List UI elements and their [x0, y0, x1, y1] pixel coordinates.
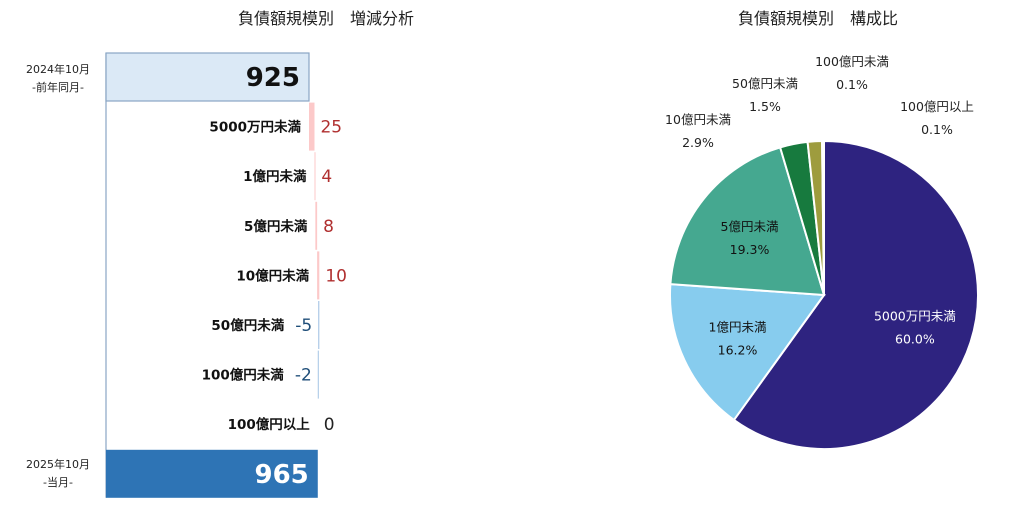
pie-title: 負債額規模別 構成比: [738, 9, 898, 28]
pie-chart: 5000万円未満 60.0% 1億円未満 16.2% 5億円未満 19.3% 10億円未満 2…: [665, 54, 979, 450]
category-label: 10億円未満: [236, 267, 309, 284]
end-label: 2025年10月: [26, 457, 90, 471]
delta-label: 0: [324, 415, 335, 435]
slice-name: 1億円未満: [709, 319, 767, 334]
slice-name: 5000万円未満: [874, 308, 956, 323]
category-label: 1億円未満: [243, 168, 307, 185]
slice-name: 100億円未満: [815, 54, 889, 69]
slice-percent: 0.1%: [921, 122, 953, 137]
pie-slice: [669, 283, 826, 422]
waterfall-title: 負債額規模別 増減分析: [238, 9, 414, 28]
category-label: 5000万円未満: [209, 119, 301, 136]
category-label: 5億円未満: [244, 218, 308, 235]
start-label: 2024年10月: [26, 62, 90, 76]
step-bar: [317, 350, 319, 399]
start-bar: [105, 52, 310, 102]
step-bar: [317, 251, 320, 300]
pie-slice: [732, 139, 979, 450]
slice-percent: 1.5%: [749, 99, 781, 114]
step-bar: [314, 152, 316, 201]
slice-percent: 19.3%: [730, 242, 770, 257]
category-label: 100億円未満: [202, 367, 285, 384]
step-bar: [309, 102, 315, 151]
end-bar: [106, 449, 318, 498]
end-value: 965: [254, 460, 308, 490]
delta-label: 25: [320, 118, 342, 138]
start-sublabel: -前年同月-: [32, 80, 84, 94]
start-value: 925: [246, 63, 300, 93]
slice-name: 100億円以上: [900, 99, 974, 114]
delta-label: 4: [321, 167, 332, 187]
delta-label: 8: [323, 217, 334, 237]
pie-slice: [822, 139, 825, 296]
delta-label: 10: [325, 266, 347, 286]
waterfall-chart: 925 2024年10月 -前年同月- 5000万円未満 25 1億円未満 4 5億円未満 8 1…: [26, 52, 347, 498]
pie-slice: [669, 146, 826, 297]
step-bar: [318, 301, 320, 349]
step-bar: [315, 201, 318, 250]
category-label: 100億円以上: [228, 416, 311, 433]
end-sublabel: -当月-: [43, 475, 73, 489]
delta-label: -2: [295, 366, 312, 386]
slice-name: 10億円未満: [665, 112, 731, 127]
slice-name: 5億円未満: [721, 219, 779, 234]
slice-percent: 16.2%: [718, 342, 758, 357]
slice-percent: 60.0%: [895, 331, 935, 346]
slice-name: 50億円未満: [732, 76, 798, 91]
slice-percent: 0.1%: [836, 77, 868, 92]
delta-label: -5: [295, 316, 312, 336]
slice-percent: 2.9%: [682, 135, 714, 150]
category-label: 50億円未満: [211, 317, 284, 334]
